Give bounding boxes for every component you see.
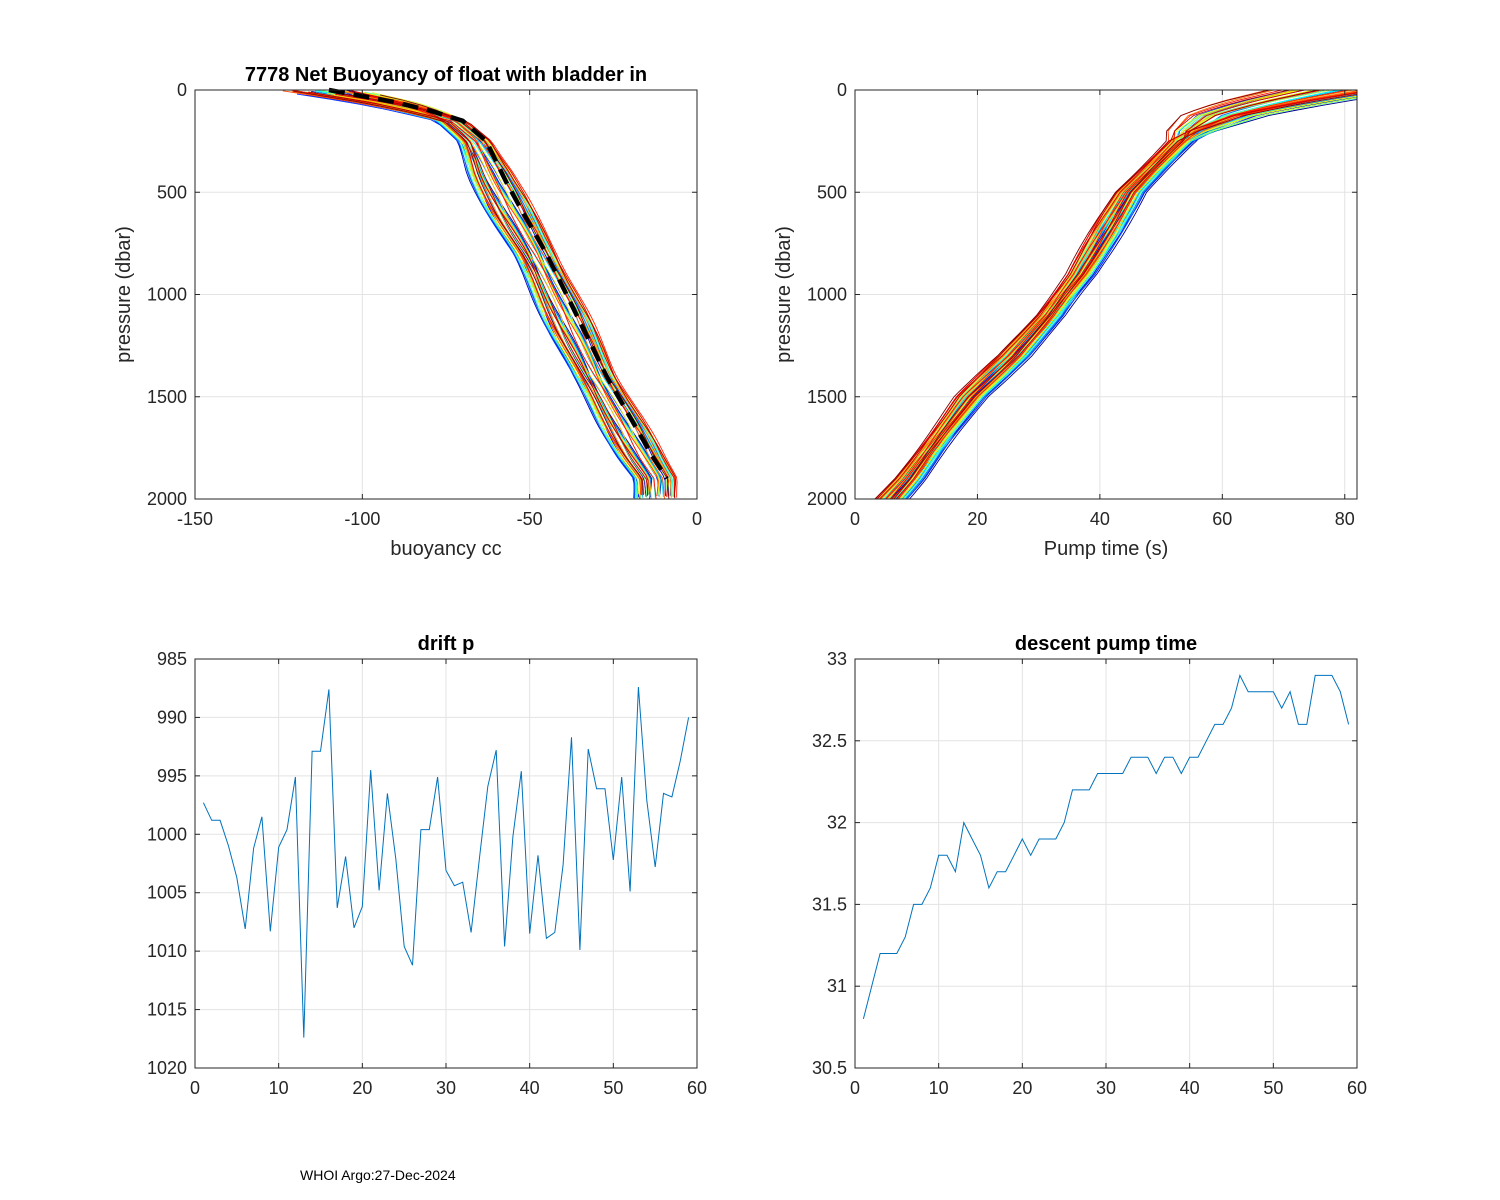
x-axis-label: buoyancy cc bbox=[390, 538, 501, 560]
x-axis-label: Pump time (s) bbox=[1044, 538, 1168, 560]
y-tick-label: 31 bbox=[827, 976, 847, 996]
descent-pump-time-axes: 0 10 20 30 40 50 60 30.5 31 31.5 32 32.5 33 descent p… bbox=[812, 633, 1367, 1098]
profile-line bbox=[889, 90, 1321, 499]
profile-line bbox=[335, 93, 676, 499]
profile-line bbox=[290, 90, 657, 499]
x-tick-label: 0 bbox=[190, 1078, 200, 1098]
profile-line bbox=[350, 90, 649, 495]
profile-line bbox=[891, 94, 1357, 499]
x-tick-label: 0 bbox=[850, 509, 860, 529]
profile-lines bbox=[282, 90, 678, 499]
x-tick-label: 30 bbox=[436, 1078, 456, 1098]
chart-title: drift p bbox=[418, 633, 475, 655]
y-tick-label: 990 bbox=[157, 707, 187, 727]
x-tick-label: 50 bbox=[1263, 1078, 1283, 1098]
y-tick-label: 2000 bbox=[807, 489, 847, 509]
profile-line bbox=[900, 90, 1314, 499]
profile-line bbox=[875, 91, 1357, 499]
x-tick-label: 50 bbox=[603, 1078, 623, 1098]
series-line bbox=[862, 673, 1350, 1020]
profile-line bbox=[331, 93, 661, 499]
y-tick-label: 1015 bbox=[147, 1000, 187, 1020]
profile-line bbox=[334, 94, 652, 499]
y-axis-label: pressure (dbar) bbox=[113, 226, 135, 363]
profile-line bbox=[909, 90, 1342, 499]
y-tick-label: 31.5 bbox=[812, 894, 847, 914]
profile-line bbox=[903, 97, 1357, 499]
series-line bbox=[202, 686, 690, 1038]
profile-line bbox=[893, 90, 1319, 499]
profile-line bbox=[308, 91, 649, 496]
profile-line bbox=[355, 94, 636, 499]
x-tick-label: 30 bbox=[1096, 1078, 1116, 1098]
y-tick-label: 500 bbox=[157, 182, 187, 202]
profile-line bbox=[898, 90, 1349, 499]
x-tick-label: -100 bbox=[344, 509, 380, 529]
x-tick-label: 10 bbox=[269, 1078, 289, 1098]
profile-line bbox=[874, 90, 1271, 499]
y-tick-label: 1005 bbox=[147, 883, 187, 903]
profile-line bbox=[353, 93, 678, 498]
x-tick-label: 60 bbox=[1212, 509, 1232, 529]
profile-line bbox=[293, 90, 644, 496]
x-tick-label: 40 bbox=[520, 1078, 540, 1098]
profile-line bbox=[884, 92, 1357, 499]
x-tick-label: 0 bbox=[850, 1078, 860, 1098]
y-tick-label: 30.5 bbox=[812, 1058, 847, 1078]
x-tick-label: 40 bbox=[1180, 1078, 1200, 1098]
x-tick-label: 60 bbox=[687, 1078, 707, 1098]
x-tick-label: 20 bbox=[967, 509, 987, 529]
profile-line bbox=[900, 97, 1357, 499]
pump-time-axes: 0 20 40 60 80 0 500 1000 1500 2000 Pump time (s) pr… bbox=[773, 80, 1358, 560]
chart-title: descent pump time bbox=[1015, 633, 1197, 655]
x-tick-label: 20 bbox=[1012, 1078, 1032, 1098]
profile-line bbox=[906, 93, 1357, 499]
y-tick-label: 1000 bbox=[147, 285, 187, 305]
y-tick-label: 33 bbox=[827, 649, 847, 669]
profile-line bbox=[293, 90, 639, 495]
profile-line bbox=[336, 90, 645, 495]
x-tick-label: 0 bbox=[692, 509, 702, 529]
chart-title: 7778 Net Buoyancy of float with bladder … bbox=[245, 64, 647, 86]
reference-profile-line bbox=[328, 87, 669, 480]
y-tick-label: 500 bbox=[817, 182, 847, 202]
profile-line bbox=[880, 91, 1357, 499]
y-tick-label: 2000 bbox=[147, 489, 187, 509]
profile-line bbox=[339, 93, 677, 498]
x-tick-label: 60 bbox=[1347, 1078, 1367, 1098]
x-tick-label: -50 bbox=[517, 509, 543, 529]
profile-line bbox=[315, 90, 637, 499]
profile-line bbox=[380, 94, 670, 499]
profile-line bbox=[358, 93, 644, 498]
y-tick-label: 1010 bbox=[147, 941, 187, 961]
y-tick-label: 0 bbox=[837, 80, 847, 100]
x-tick-label: 10 bbox=[929, 1078, 949, 1098]
y-tick-label: 1500 bbox=[147, 387, 187, 407]
y-tick-label: 0 bbox=[177, 80, 187, 100]
y-tick-label: 1500 bbox=[807, 387, 847, 407]
buoyancy-axes: -150 -100 -50 0 0 500 1000 1500 2000 7778 Net Buo… bbox=[113, 64, 702, 560]
y-tick-label: 985 bbox=[157, 649, 187, 669]
y-axis-label: pressure (dbar) bbox=[773, 226, 795, 363]
y-tick-label: 1000 bbox=[807, 285, 847, 305]
profile-line bbox=[348, 90, 643, 496]
x-tick-label: 40 bbox=[1090, 509, 1110, 529]
profile-line bbox=[902, 90, 1303, 499]
x-tick-label: 20 bbox=[352, 1078, 372, 1098]
profile-line bbox=[885, 90, 1282, 499]
x-tick-label: -150 bbox=[177, 509, 213, 529]
profile-line bbox=[353, 93, 635, 499]
y-tick-label: 1000 bbox=[147, 824, 187, 844]
drift-pressure-axes: 0 10 20 30 40 50 60985990995100010051010101510… bbox=[147, 633, 707, 1098]
profile-line bbox=[876, 90, 1289, 499]
x-tick-label: 80 bbox=[1335, 509, 1355, 529]
y-tick-label: 995 bbox=[157, 766, 187, 786]
footer-stamp: WHOI Argo:27-Dec-2024 bbox=[300, 1167, 456, 1183]
profile-line bbox=[352, 93, 672, 498]
y-tick-label: 1020 bbox=[147, 1058, 187, 1078]
profile-lines bbox=[874, 90, 1357, 499]
y-tick-label: 32.5 bbox=[812, 731, 847, 751]
y-tick-label: 32 bbox=[827, 813, 847, 833]
